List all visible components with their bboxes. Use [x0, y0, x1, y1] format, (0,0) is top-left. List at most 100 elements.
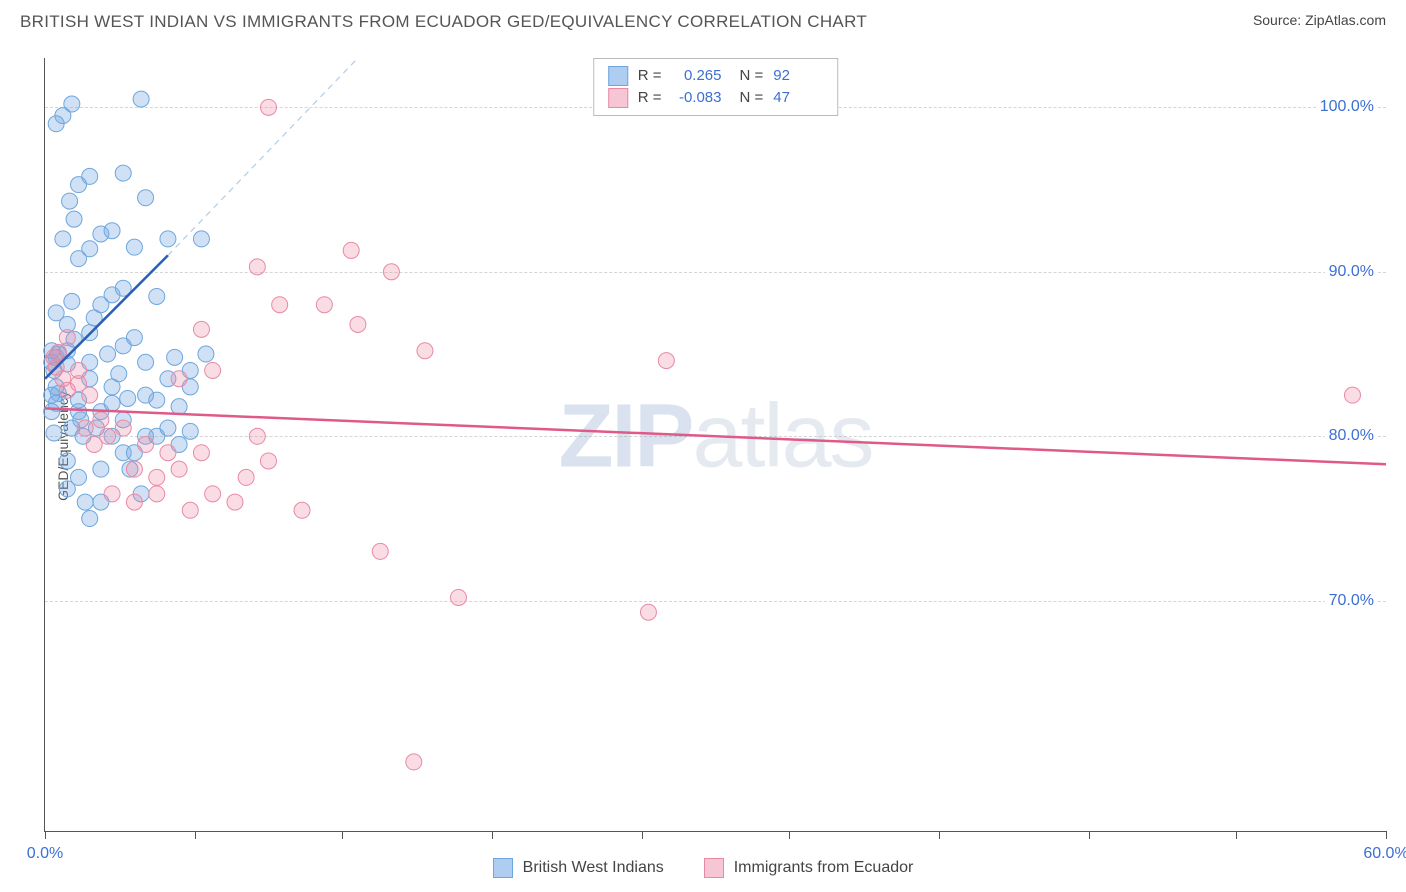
r-value: 0.265 — [672, 65, 722, 87]
legend-swatch — [493, 858, 513, 878]
data-point — [450, 589, 466, 605]
n-label: N = — [740, 87, 764, 109]
data-point — [167, 349, 183, 365]
trend-line — [45, 408, 1386, 464]
data-point — [138, 387, 154, 403]
data-point — [238, 469, 254, 485]
x-tick — [195, 831, 196, 839]
data-point — [160, 420, 176, 436]
data-point — [104, 486, 120, 502]
source-label: Source: ZipAtlas.com — [1253, 12, 1386, 28]
data-point — [205, 486, 221, 502]
data-point — [294, 502, 310, 518]
trend-projection — [168, 58, 358, 255]
data-point — [350, 316, 366, 332]
data-point — [48, 116, 64, 132]
data-point — [64, 293, 80, 309]
data-point — [149, 486, 165, 502]
data-point — [104, 395, 120, 411]
data-point — [115, 338, 131, 354]
data-point — [126, 494, 142, 510]
data-point — [104, 379, 120, 395]
data-point — [1344, 387, 1360, 403]
data-point — [249, 259, 265, 275]
data-point — [272, 297, 288, 313]
data-point — [160, 445, 176, 461]
data-point — [100, 346, 116, 362]
x-tick — [1089, 831, 1090, 839]
data-point — [193, 231, 209, 247]
data-point — [82, 168, 98, 184]
correlation-legend: R =0.265N =92R =-0.083N =47 — [593, 58, 839, 116]
data-point — [77, 494, 93, 510]
r-label: R = — [638, 87, 662, 109]
source-link[interactable]: ZipAtlas.com — [1305, 12, 1386, 28]
legend-swatch — [608, 88, 628, 108]
x-tick — [1236, 831, 1237, 839]
n-value: 47 — [773, 87, 823, 109]
data-point — [126, 461, 142, 477]
series-legend: British West Indians Immigrants from Ecua… — [0, 858, 1406, 878]
data-point — [205, 362, 221, 378]
series-name: British West Indians — [523, 859, 664, 877]
data-point — [182, 423, 198, 439]
data-point — [249, 428, 265, 444]
data-point — [149, 288, 165, 304]
data-point — [640, 604, 656, 620]
n-label: N = — [740, 65, 764, 87]
chart-title: BRITISH WEST INDIAN VS IMMIGRANTS FROM E… — [20, 12, 867, 32]
data-point — [48, 305, 64, 321]
x-tick — [45, 831, 46, 839]
data-point — [316, 297, 332, 313]
data-point — [138, 190, 154, 206]
x-tick — [1386, 831, 1387, 839]
data-point — [44, 404, 60, 420]
scatter-plot-svg — [45, 58, 1386, 831]
data-point — [406, 754, 422, 770]
legend-item: British West Indians — [493, 858, 664, 878]
x-tick — [789, 831, 790, 839]
data-point — [104, 223, 120, 239]
data-point — [82, 387, 98, 403]
data-point — [55, 231, 71, 247]
data-point — [126, 239, 142, 255]
data-point — [59, 330, 75, 346]
data-point — [227, 494, 243, 510]
data-point — [46, 425, 62, 441]
data-point — [133, 91, 149, 107]
r-label: R = — [638, 65, 662, 87]
data-point — [658, 353, 674, 369]
legend-swatch — [608, 66, 628, 86]
data-point — [82, 511, 98, 527]
data-point — [93, 461, 109, 477]
data-point — [372, 543, 388, 559]
data-point — [261, 453, 277, 469]
series-name: Immigrants from Ecuador — [734, 859, 914, 877]
chart-area: R =0.265N =92R =-0.083N =47 ZIPatlas 70.… — [44, 58, 1386, 832]
data-point — [383, 264, 399, 280]
data-point — [261, 99, 277, 115]
data-point — [100, 428, 116, 444]
data-point — [343, 242, 359, 258]
data-point — [93, 412, 109, 428]
legend-row: R = -0.083 N = 47 — [608, 87, 824, 109]
data-point — [171, 371, 187, 387]
data-point — [120, 390, 136, 406]
data-point — [160, 231, 176, 247]
data-point — [71, 469, 87, 485]
data-point — [115, 165, 131, 181]
r-value: -0.083 — [672, 87, 722, 109]
data-point — [64, 96, 80, 112]
data-point — [138, 354, 154, 370]
data-point — [62, 193, 78, 209]
data-point — [59, 453, 75, 469]
x-tick — [492, 831, 493, 839]
x-tick — [342, 831, 343, 839]
x-tick — [642, 831, 643, 839]
data-point — [71, 362, 87, 378]
legend-row: R =0.265N =92 — [608, 65, 824, 87]
data-point — [82, 241, 98, 257]
data-point — [138, 437, 154, 453]
data-point — [115, 420, 131, 436]
data-point — [193, 445, 209, 461]
